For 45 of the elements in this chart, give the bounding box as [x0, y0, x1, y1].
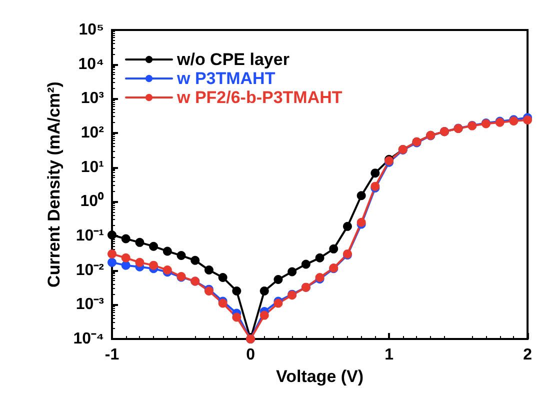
point [149, 260, 158, 270]
y-tick-label: 10⁻³ [76, 296, 104, 314]
point [274, 275, 283, 284]
point [108, 249, 116, 258]
y-tick-label: 10¹ [80, 158, 104, 176]
point [260, 310, 269, 320]
point [176, 251, 186, 260]
point [149, 242, 158, 251]
point [121, 253, 130, 262]
point [135, 238, 144, 247]
point [288, 267, 297, 276]
point [356, 191, 366, 200]
x-tick-label: 1 [384, 346, 394, 364]
point [232, 312, 242, 322]
y-tick-label: 10³ [80, 90, 104, 108]
x-tick-label: 0 [246, 346, 256, 364]
point [204, 266, 214, 275]
point [162, 246, 172, 256]
point [190, 256, 200, 265]
y-tick-label: 10⁻² [76, 262, 104, 279]
y-tick-label: 10⁻⁴ [73, 330, 104, 348]
point [315, 253, 324, 262]
point [108, 258, 116, 267]
legend-label: w P3TMAHT [176, 69, 276, 88]
point [260, 286, 269, 296]
x-axis-title: Voltage (V) [276, 366, 364, 386]
legend-label: w/o CPE layer [176, 50, 290, 69]
point [218, 272, 228, 282]
y-tick-label: 10⁵ [78, 22, 104, 38]
point [135, 258, 144, 267]
point [370, 168, 380, 178]
point [342, 222, 352, 231]
y-tick-label: 10² [80, 124, 104, 142]
point [329, 244, 338, 254]
y-tick-label: 10⁻¹ [76, 228, 104, 244]
y-axis-title: Current Density (mA/cm²) [44, 82, 64, 288]
x-tick-label: -1 [104, 346, 120, 364]
point [301, 260, 310, 269]
y-tick-label: 10⁰ [80, 192, 104, 210]
legend-label: w PF2/6-b-P3TMAHT [176, 88, 343, 107]
point [121, 234, 130, 244]
y-tick-label: 10⁴ [78, 56, 104, 73]
point [121, 260, 130, 270]
x-tick-label: 2 [523, 346, 532, 364]
point [232, 286, 242, 296]
